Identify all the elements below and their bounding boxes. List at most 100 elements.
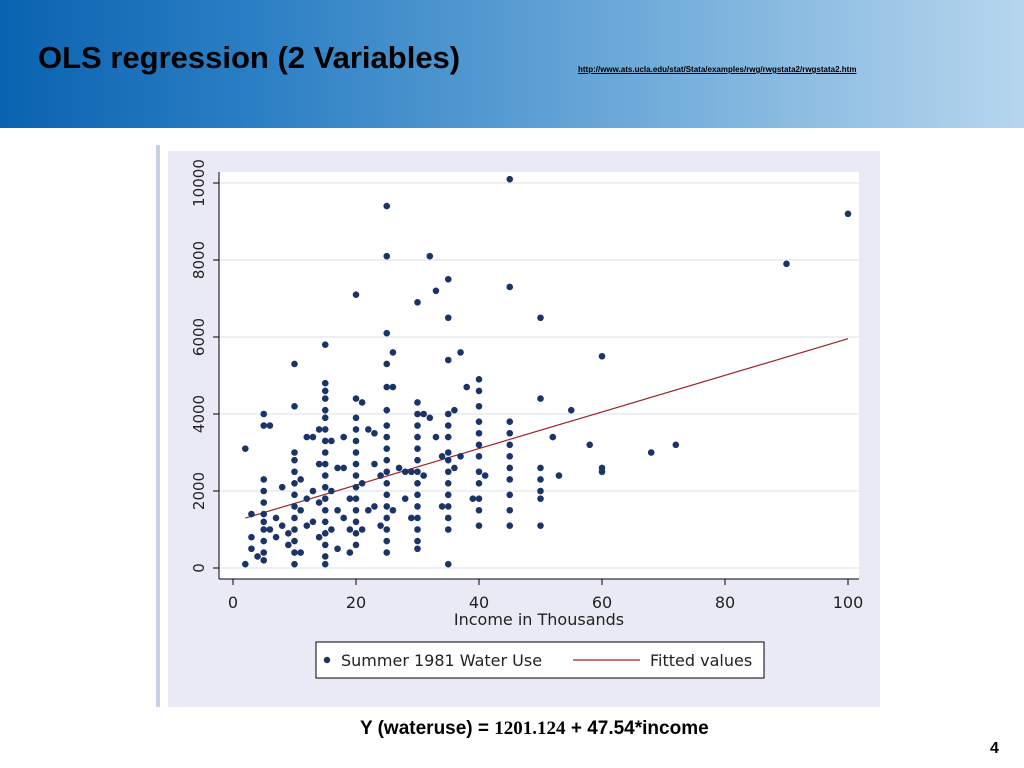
data-point xyxy=(321,341,329,348)
data-point xyxy=(291,491,298,499)
data-point xyxy=(844,210,852,218)
data-point xyxy=(291,537,298,545)
data-point xyxy=(506,476,514,483)
data-point xyxy=(291,560,298,568)
data-point xyxy=(377,472,384,479)
data-point xyxy=(371,429,378,437)
data-point xyxy=(506,491,514,499)
data-point xyxy=(506,429,514,437)
data-point xyxy=(352,437,360,445)
chart-frame: 0 2000 4000 6000 8000 10000 0 20 40 60 80 100 Incom… xyxy=(156,145,880,707)
legend-box xyxy=(315,641,765,679)
x-tick-label: 80 xyxy=(715,593,735,612)
data-point xyxy=(248,510,255,518)
x-tick-label: 40 xyxy=(469,593,489,612)
data-point xyxy=(309,487,317,495)
data-point xyxy=(297,506,304,514)
data-point xyxy=(457,349,464,356)
data-point xyxy=(414,503,421,510)
data-point xyxy=(383,383,391,391)
data-point xyxy=(469,495,477,503)
data-point xyxy=(414,468,421,476)
source-link[interactable]: http://www.ats.ucla.edu/stat/Stata/examp… xyxy=(578,65,857,74)
data-point xyxy=(414,299,421,306)
data-point xyxy=(315,426,323,433)
slide-title: OLS regression (2 Variables) xyxy=(38,40,461,75)
equation-suffix: + 47.54*income xyxy=(565,718,709,739)
data-point xyxy=(346,495,354,503)
data-point xyxy=(444,503,452,510)
data-point xyxy=(291,526,298,533)
data-point xyxy=(334,464,341,472)
data-point xyxy=(340,433,347,441)
data-point xyxy=(506,464,514,472)
data-point xyxy=(303,433,311,441)
data-point xyxy=(340,464,347,472)
y-tick-label: 0 xyxy=(190,563,208,573)
data-point xyxy=(537,487,544,495)
data-point xyxy=(444,480,452,487)
data-point xyxy=(291,514,298,522)
fitted-line-layer xyxy=(245,338,849,519)
data-point xyxy=(352,426,360,433)
data-point xyxy=(383,491,391,499)
data-point xyxy=(321,426,329,433)
data-point xyxy=(352,530,360,537)
data-point xyxy=(242,445,249,452)
data-point xyxy=(444,433,452,441)
data-point xyxy=(414,399,421,406)
data-point xyxy=(444,514,452,522)
data-point xyxy=(254,553,261,560)
data-point xyxy=(383,514,391,522)
data-point xyxy=(328,437,335,445)
axes xyxy=(218,172,859,580)
data-point xyxy=(444,468,452,476)
data-point xyxy=(426,252,434,260)
x-axis-title: Income in Thousands xyxy=(454,610,624,629)
data-point xyxy=(537,395,544,402)
data-point xyxy=(475,429,483,437)
data-point xyxy=(426,414,434,422)
data-point xyxy=(506,441,514,449)
data-point xyxy=(475,441,483,449)
data-point xyxy=(567,406,575,414)
data-point xyxy=(444,275,452,283)
data-point xyxy=(315,499,323,506)
data-point xyxy=(383,433,391,441)
data-point xyxy=(389,506,397,514)
data-point xyxy=(444,422,452,429)
data-point xyxy=(647,449,655,456)
y-tick-label: 10000 xyxy=(190,159,208,207)
data-point xyxy=(383,480,391,487)
data-point xyxy=(303,495,311,503)
data-point xyxy=(506,453,514,460)
legend-marker-icon xyxy=(323,656,331,664)
data-point xyxy=(383,406,391,414)
data-point xyxy=(414,480,421,487)
data-point xyxy=(260,549,268,556)
data-point xyxy=(586,441,593,449)
data-point xyxy=(414,545,421,553)
data-point xyxy=(383,329,391,337)
data-point xyxy=(266,422,274,429)
data-point xyxy=(358,399,366,406)
data-point xyxy=(444,456,452,464)
data-point xyxy=(414,410,421,418)
data-point xyxy=(297,476,304,483)
data-point xyxy=(340,514,347,522)
data-point xyxy=(555,472,563,479)
data-point xyxy=(383,468,391,476)
data-point xyxy=(383,360,391,368)
data-point xyxy=(352,395,360,402)
data-point xyxy=(506,506,514,514)
data-point xyxy=(383,537,391,545)
grid-lines xyxy=(219,182,859,569)
data-point xyxy=(401,495,409,503)
legend: Summer 1981 Water Use Fitted values xyxy=(315,641,765,679)
data-point xyxy=(346,526,354,533)
data-point xyxy=(321,449,329,456)
data-point xyxy=(260,537,268,545)
data-point xyxy=(352,495,360,503)
data-point xyxy=(414,445,421,452)
data-point xyxy=(444,314,452,322)
